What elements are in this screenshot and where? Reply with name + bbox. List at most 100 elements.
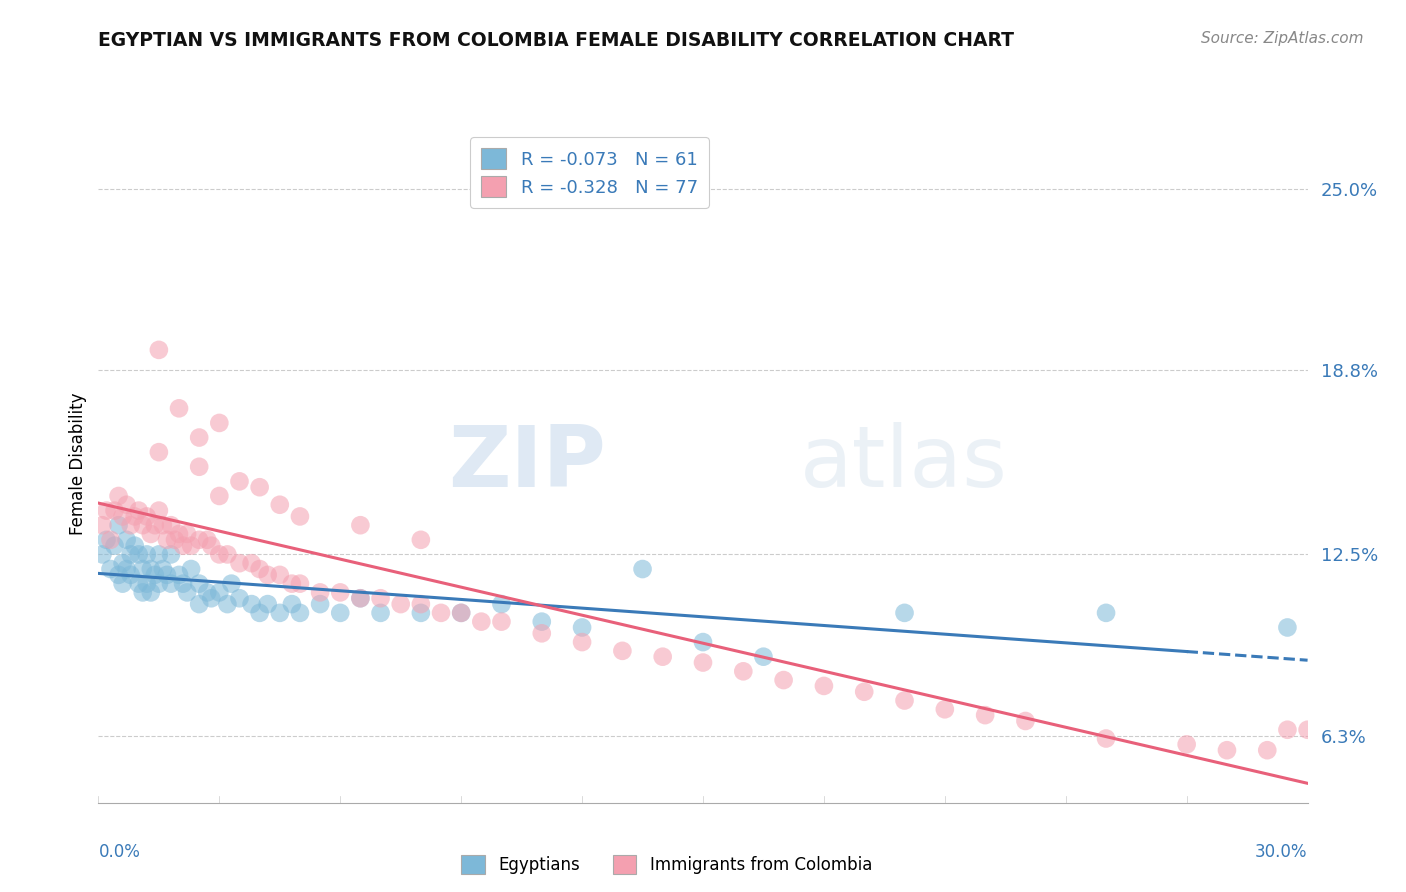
Point <box>409 606 432 620</box>
Point <box>188 576 211 591</box>
Point <box>132 518 155 533</box>
Point <box>853 685 876 699</box>
Point <box>349 518 371 533</box>
Point <box>288 509 311 524</box>
Text: Source: ZipAtlas.com: Source: ZipAtlas.com <box>1201 31 1364 46</box>
Point <box>135 576 157 591</box>
Point <box>612 644 634 658</box>
Point <box>107 518 129 533</box>
Point <box>631 562 654 576</box>
Point <box>96 533 118 547</box>
Point <box>772 673 794 687</box>
Point <box>329 606 352 620</box>
Point <box>176 527 198 541</box>
Y-axis label: Female Disability: Female Disability <box>69 392 87 535</box>
Point <box>491 597 513 611</box>
Point <box>1095 731 1118 746</box>
Point <box>156 533 179 547</box>
Point <box>107 489 129 503</box>
Point <box>349 591 371 606</box>
Point <box>934 702 956 716</box>
Point <box>893 606 915 620</box>
Point <box>148 548 170 562</box>
Point <box>228 591 250 606</box>
Point <box>228 475 250 489</box>
Point <box>217 548 239 562</box>
Point <box>188 597 211 611</box>
Point <box>172 576 194 591</box>
Point <box>1296 723 1319 737</box>
Point <box>176 585 198 599</box>
Point <box>309 597 332 611</box>
Point <box>813 679 835 693</box>
Point <box>256 597 278 611</box>
Point <box>160 518 183 533</box>
Text: 30.0%: 30.0% <box>1256 843 1308 861</box>
Point <box>571 635 593 649</box>
Point <box>309 585 332 599</box>
Point <box>167 567 190 582</box>
Point <box>135 509 157 524</box>
Point <box>240 556 263 570</box>
Point <box>143 518 166 533</box>
Point <box>132 585 155 599</box>
Point <box>389 597 412 611</box>
Point <box>160 576 183 591</box>
Point <box>124 539 146 553</box>
Point <box>491 615 513 629</box>
Point <box>152 518 174 533</box>
Point <box>228 556 250 570</box>
Point <box>188 431 211 445</box>
Point <box>120 518 142 533</box>
Point <box>409 533 432 547</box>
Point <box>269 498 291 512</box>
Point <box>148 576 170 591</box>
Point <box>208 585 231 599</box>
Point <box>1095 606 1118 620</box>
Point <box>100 533 122 547</box>
Point <box>571 620 593 634</box>
Point <box>115 498 138 512</box>
Point <box>269 606 291 620</box>
Legend: Egyptians, Immigrants from Colombia: Egyptians, Immigrants from Colombia <box>453 847 880 882</box>
Point <box>692 656 714 670</box>
Point <box>450 606 472 620</box>
Point <box>152 562 174 576</box>
Point <box>409 597 432 611</box>
Point <box>148 503 170 517</box>
Point <box>120 548 142 562</box>
Point <box>370 591 392 606</box>
Point <box>530 626 553 640</box>
Point <box>107 567 129 582</box>
Point <box>120 567 142 582</box>
Point <box>103 539 125 553</box>
Point <box>1277 620 1299 634</box>
Point <box>430 606 453 620</box>
Point <box>240 597 263 611</box>
Point <box>349 591 371 606</box>
Point <box>139 585 162 599</box>
Point <box>132 562 155 576</box>
Point <box>115 533 138 547</box>
Point <box>208 548 231 562</box>
Point <box>111 509 134 524</box>
Point <box>1175 737 1198 751</box>
Point <box>103 503 125 517</box>
Text: EGYPTIAN VS IMMIGRANTS FROM COLOMBIA FEMALE DISABILITY CORRELATION CHART: EGYPTIAN VS IMMIGRANTS FROM COLOMBIA FEM… <box>98 31 1014 50</box>
Point <box>128 548 150 562</box>
Point <box>329 585 352 599</box>
Point <box>470 615 492 629</box>
Point <box>91 548 114 562</box>
Point <box>256 567 278 582</box>
Point <box>167 401 190 416</box>
Point <box>124 509 146 524</box>
Point <box>752 649 775 664</box>
Point <box>139 562 162 576</box>
Point <box>450 606 472 620</box>
Point <box>111 556 134 570</box>
Point <box>249 606 271 620</box>
Point <box>163 533 186 547</box>
Text: ZIP: ZIP <box>449 422 606 506</box>
Point <box>195 585 218 599</box>
Point <box>288 576 311 591</box>
